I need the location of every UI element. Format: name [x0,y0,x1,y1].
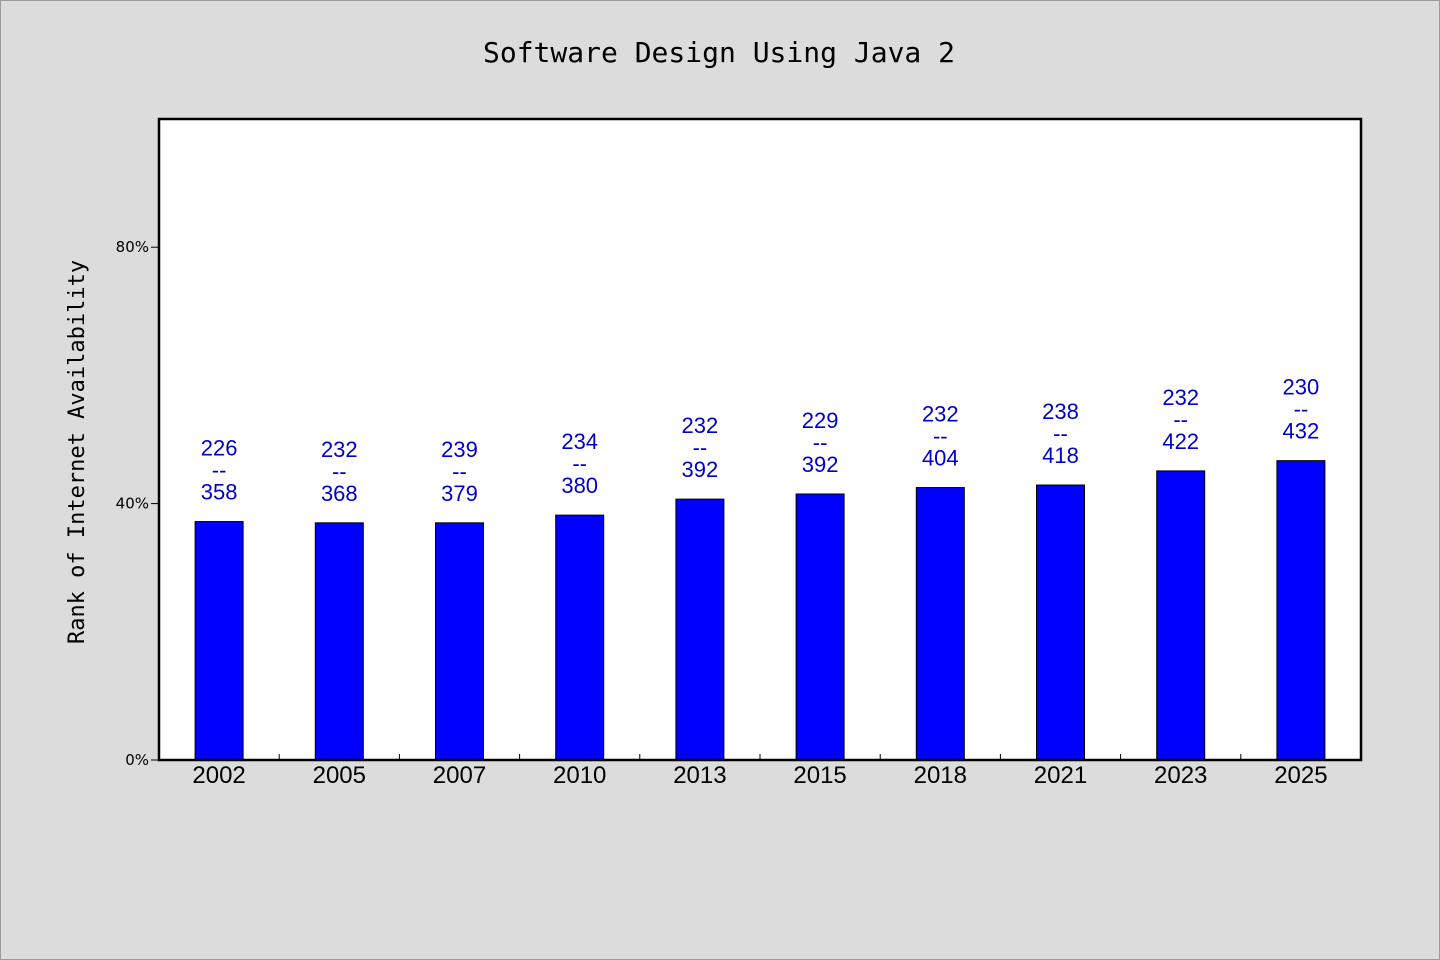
bar-2007 [435,522,484,761]
data-label-top-2005: 232 [321,437,358,462]
data-label-bottom-2010: 380 [561,473,598,498]
bar-2013 [675,498,725,761]
data-label-sep-2005: -- [332,459,347,484]
data-label-sep-2010: -- [572,451,587,476]
data-label-top-2007: 239 [441,437,478,462]
bar-2010 [555,514,605,761]
data-label-bottom-2002: 358 [201,480,238,505]
data-label-sep-2002: -- [212,458,227,483]
data-labels-group: 226--358232--368239--379234--380232--392… [201,375,1320,506]
data-label-bottom-2023: 422 [1162,429,1199,454]
y-tick-label-40: 40% [116,495,149,513]
data-label-sep-2021: -- [1053,421,1068,446]
data-label-top-2010: 234 [561,429,598,454]
x-tick-label-2002: 2002 [192,762,245,789]
x-tick-label-2021: 2021 [1034,762,1087,789]
x-tick-label-2023: 2023 [1154,762,1207,789]
data-label-sep-2015: -- [813,430,828,455]
data-label-sep-2023: -- [1173,407,1188,432]
y-axis-label: Rank of Internet Availability [65,260,90,644]
x-tick-label-2010: 2010 [553,762,606,789]
data-label-top-2018: 232 [922,402,959,427]
x-tick-label-2018: 2018 [914,762,967,789]
x-tick-label-2005: 2005 [313,762,366,789]
data-label-top-2021: 238 [1042,399,1079,424]
data-label-bottom-2018: 404 [922,446,959,471]
data-label-top-2002: 226 [201,436,238,461]
data-label-top-2025: 230 [1283,375,1320,400]
bar-2021 [1036,484,1085,761]
x-tick-label-2015: 2015 [793,762,846,789]
x-tick-label-2007: 2007 [433,762,486,789]
data-label-sep-2013: -- [693,435,708,460]
plot-border [157,117,1363,762]
data-label-bottom-2015: 392 [802,452,839,477]
data-label-top-2015: 229 [802,408,839,433]
chart-title: Software Design Using Java 2 [483,36,955,69]
bars-group [194,460,1326,761]
bar-2015 [795,493,845,761]
data-label-sep-2018: -- [933,424,948,449]
data-label-bottom-2021: 418 [1042,443,1079,468]
data-label-sep-2007: -- [452,459,467,484]
data-label-bottom-2007: 379 [441,481,478,506]
bar-2005 [314,522,364,761]
y-tick-label-0: 0% [125,751,149,769]
bar-2023 [1156,470,1206,761]
bar-2018 [915,487,965,761]
x-tick-label-2013: 2013 [673,762,726,789]
data-label-top-2013: 232 [682,413,719,438]
y-axis: 0% 40% 80% [116,238,159,769]
data-label-sep-2025: -- [1294,397,1309,422]
data-label-bottom-2013: 392 [682,457,719,482]
y-tick-label-80: 80% [116,238,149,256]
data-label-bottom-2005: 368 [321,481,358,506]
data-label-bottom-2025: 432 [1283,419,1320,444]
data-label-top-2023: 232 [1162,385,1199,410]
bar-2025 [1276,460,1326,761]
bar-2002 [194,521,244,761]
x-axis: 2002 2005 2007 2010 2013 2015 2018 2021 2023 2025 [192,754,1328,789]
x-tick-label-2025: 2025 [1274,762,1327,789]
